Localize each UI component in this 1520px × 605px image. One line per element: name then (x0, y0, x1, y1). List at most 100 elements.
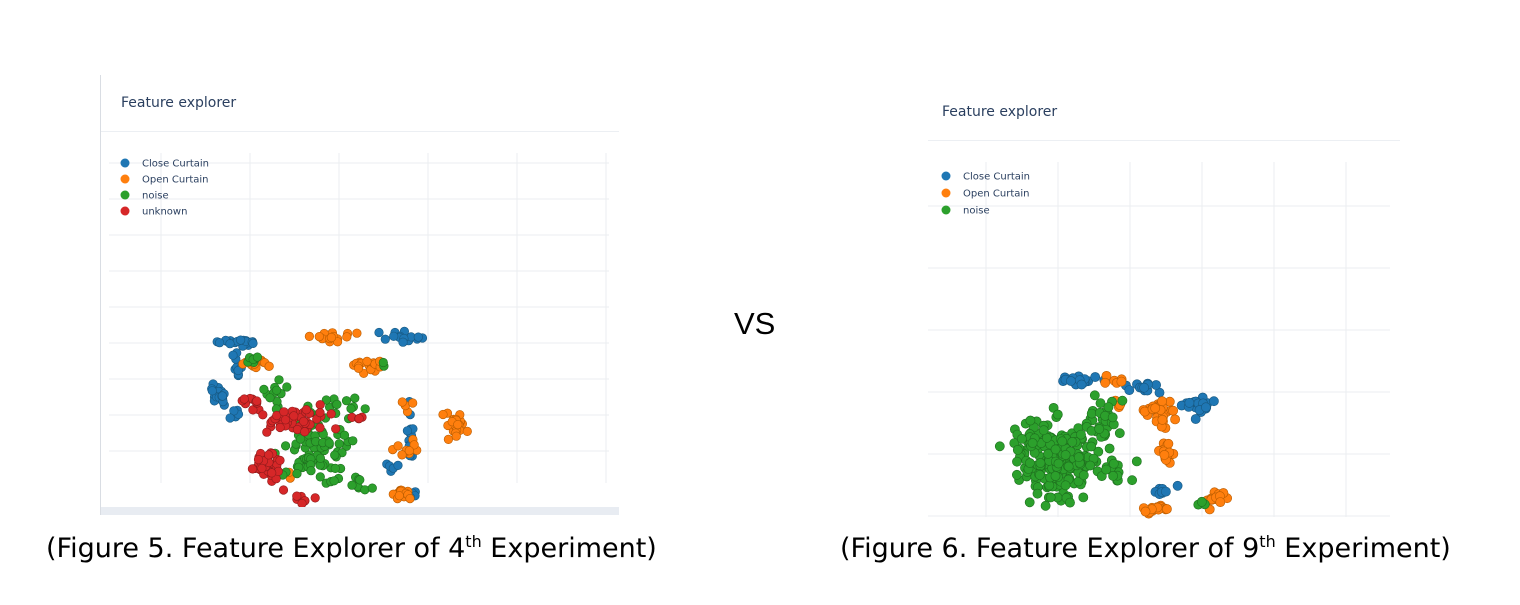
data-point (300, 427, 310, 437)
data-point (1150, 403, 1161, 414)
data-point (272, 385, 282, 395)
series-close-curtain (1058, 371, 1219, 499)
caption-superscript: th (1259, 532, 1276, 551)
data-point (1127, 475, 1137, 486)
data-point (1038, 425, 1049, 436)
legend-label: Close Curtain (963, 172, 1030, 183)
data-point (1025, 415, 1036, 426)
data-point (1017, 433, 1027, 444)
data-point (352, 328, 362, 338)
data-point (378, 357, 388, 368)
data-point (1040, 500, 1051, 511)
data-point (299, 416, 309, 427)
data-point (1060, 449, 1071, 460)
data-point (353, 363, 364, 373)
legend-marker (120, 206, 130, 216)
data-point (1024, 497, 1035, 508)
data-point (292, 491, 302, 501)
data-point (304, 331, 314, 341)
data-point (229, 406, 239, 416)
legend-label: Open Curtain (142, 175, 208, 186)
grid-lines (928, 162, 1390, 517)
caption-text: (Figure 6. Feature Explorer of 9 (840, 533, 1260, 564)
data-point (330, 463, 340, 474)
data-point (1215, 497, 1226, 507)
data-point (1208, 396, 1219, 407)
data-point (1073, 452, 1084, 463)
data-point (1034, 469, 1045, 480)
data-point (1045, 492, 1056, 503)
figure-caption-6: (Figure 6. Feature Explorer of 9th Exper… (840, 533, 1451, 564)
data-point (247, 464, 257, 474)
data-point (1032, 488, 1043, 499)
data-point (1200, 402, 1211, 413)
data-point (274, 375, 284, 385)
data-point (394, 491, 404, 501)
data-point (1170, 414, 1180, 425)
data-point (1159, 449, 1170, 460)
data-point (405, 494, 415, 504)
data-point (1012, 444, 1023, 455)
data-point (1012, 456, 1022, 467)
data-point (1114, 428, 1125, 439)
data-point (1104, 443, 1115, 454)
data-point (341, 396, 352, 406)
data-point (1184, 397, 1195, 408)
data-point (1094, 423, 1105, 434)
data-point (443, 434, 454, 445)
data-point (1151, 380, 1161, 390)
data-point (1157, 396, 1167, 407)
data-point (1057, 436, 1068, 447)
data-point (1131, 456, 1142, 467)
figure-caption-5: (Figure 5. Feature Explorer of 4th Exper… (46, 533, 657, 564)
data-point (217, 391, 228, 401)
legend-marker (120, 190, 130, 200)
data-point (1140, 506, 1151, 517)
data-point (264, 450, 274, 460)
data-point (258, 410, 268, 420)
data-point (1108, 458, 1119, 469)
legend: Close Curtain Open Curtain noise (941, 171, 1030, 217)
series-unknown (237, 393, 367, 509)
data-point (1076, 379, 1087, 390)
caption-text-end: Experiment) (481, 533, 657, 564)
data-point (1027, 438, 1038, 448)
data-point (1090, 372, 1101, 382)
data-point (278, 485, 289, 495)
bottom-strip (101, 507, 619, 515)
caption-text: (Figure 5. Feature Explorer of 4 (46, 533, 466, 564)
data-point (397, 450, 407, 460)
data-point (315, 423, 325, 433)
caption-superscript: th (465, 532, 482, 551)
data-point (339, 430, 350, 440)
data-point (315, 400, 325, 410)
data-point (1052, 409, 1063, 420)
data-point (413, 332, 423, 342)
data-point (331, 424, 341, 434)
data-point (1196, 496, 1207, 507)
data-point (1063, 461, 1074, 472)
data-point (1116, 376, 1127, 387)
chart-title: Feature explorer (121, 95, 237, 111)
feature-explorer-panel-9th: Feature explorer Close Curtain Open Curta… (928, 90, 1400, 520)
data-point (1168, 405, 1178, 416)
legend: Close Curtain Open Curtain noise unknown (120, 158, 209, 218)
data-point (1043, 448, 1053, 459)
data-point (267, 468, 277, 478)
data-point (402, 426, 413, 436)
data-point (374, 327, 384, 338)
data-point (1093, 446, 1104, 457)
data-point (397, 397, 407, 407)
data-point (1078, 470, 1089, 481)
data-point (1050, 471, 1061, 481)
data-point (257, 463, 267, 474)
data-point (1172, 480, 1183, 491)
data-point (228, 350, 238, 360)
data-point (1065, 497, 1075, 508)
scatter-plot-9th: Close Curtain Open Curtain noise (928, 162, 1390, 519)
legend-label: noise (963, 206, 990, 217)
data-point (1089, 390, 1100, 401)
data-point (236, 335, 246, 345)
data-point (1161, 504, 1172, 514)
series-noise (994, 390, 1210, 511)
